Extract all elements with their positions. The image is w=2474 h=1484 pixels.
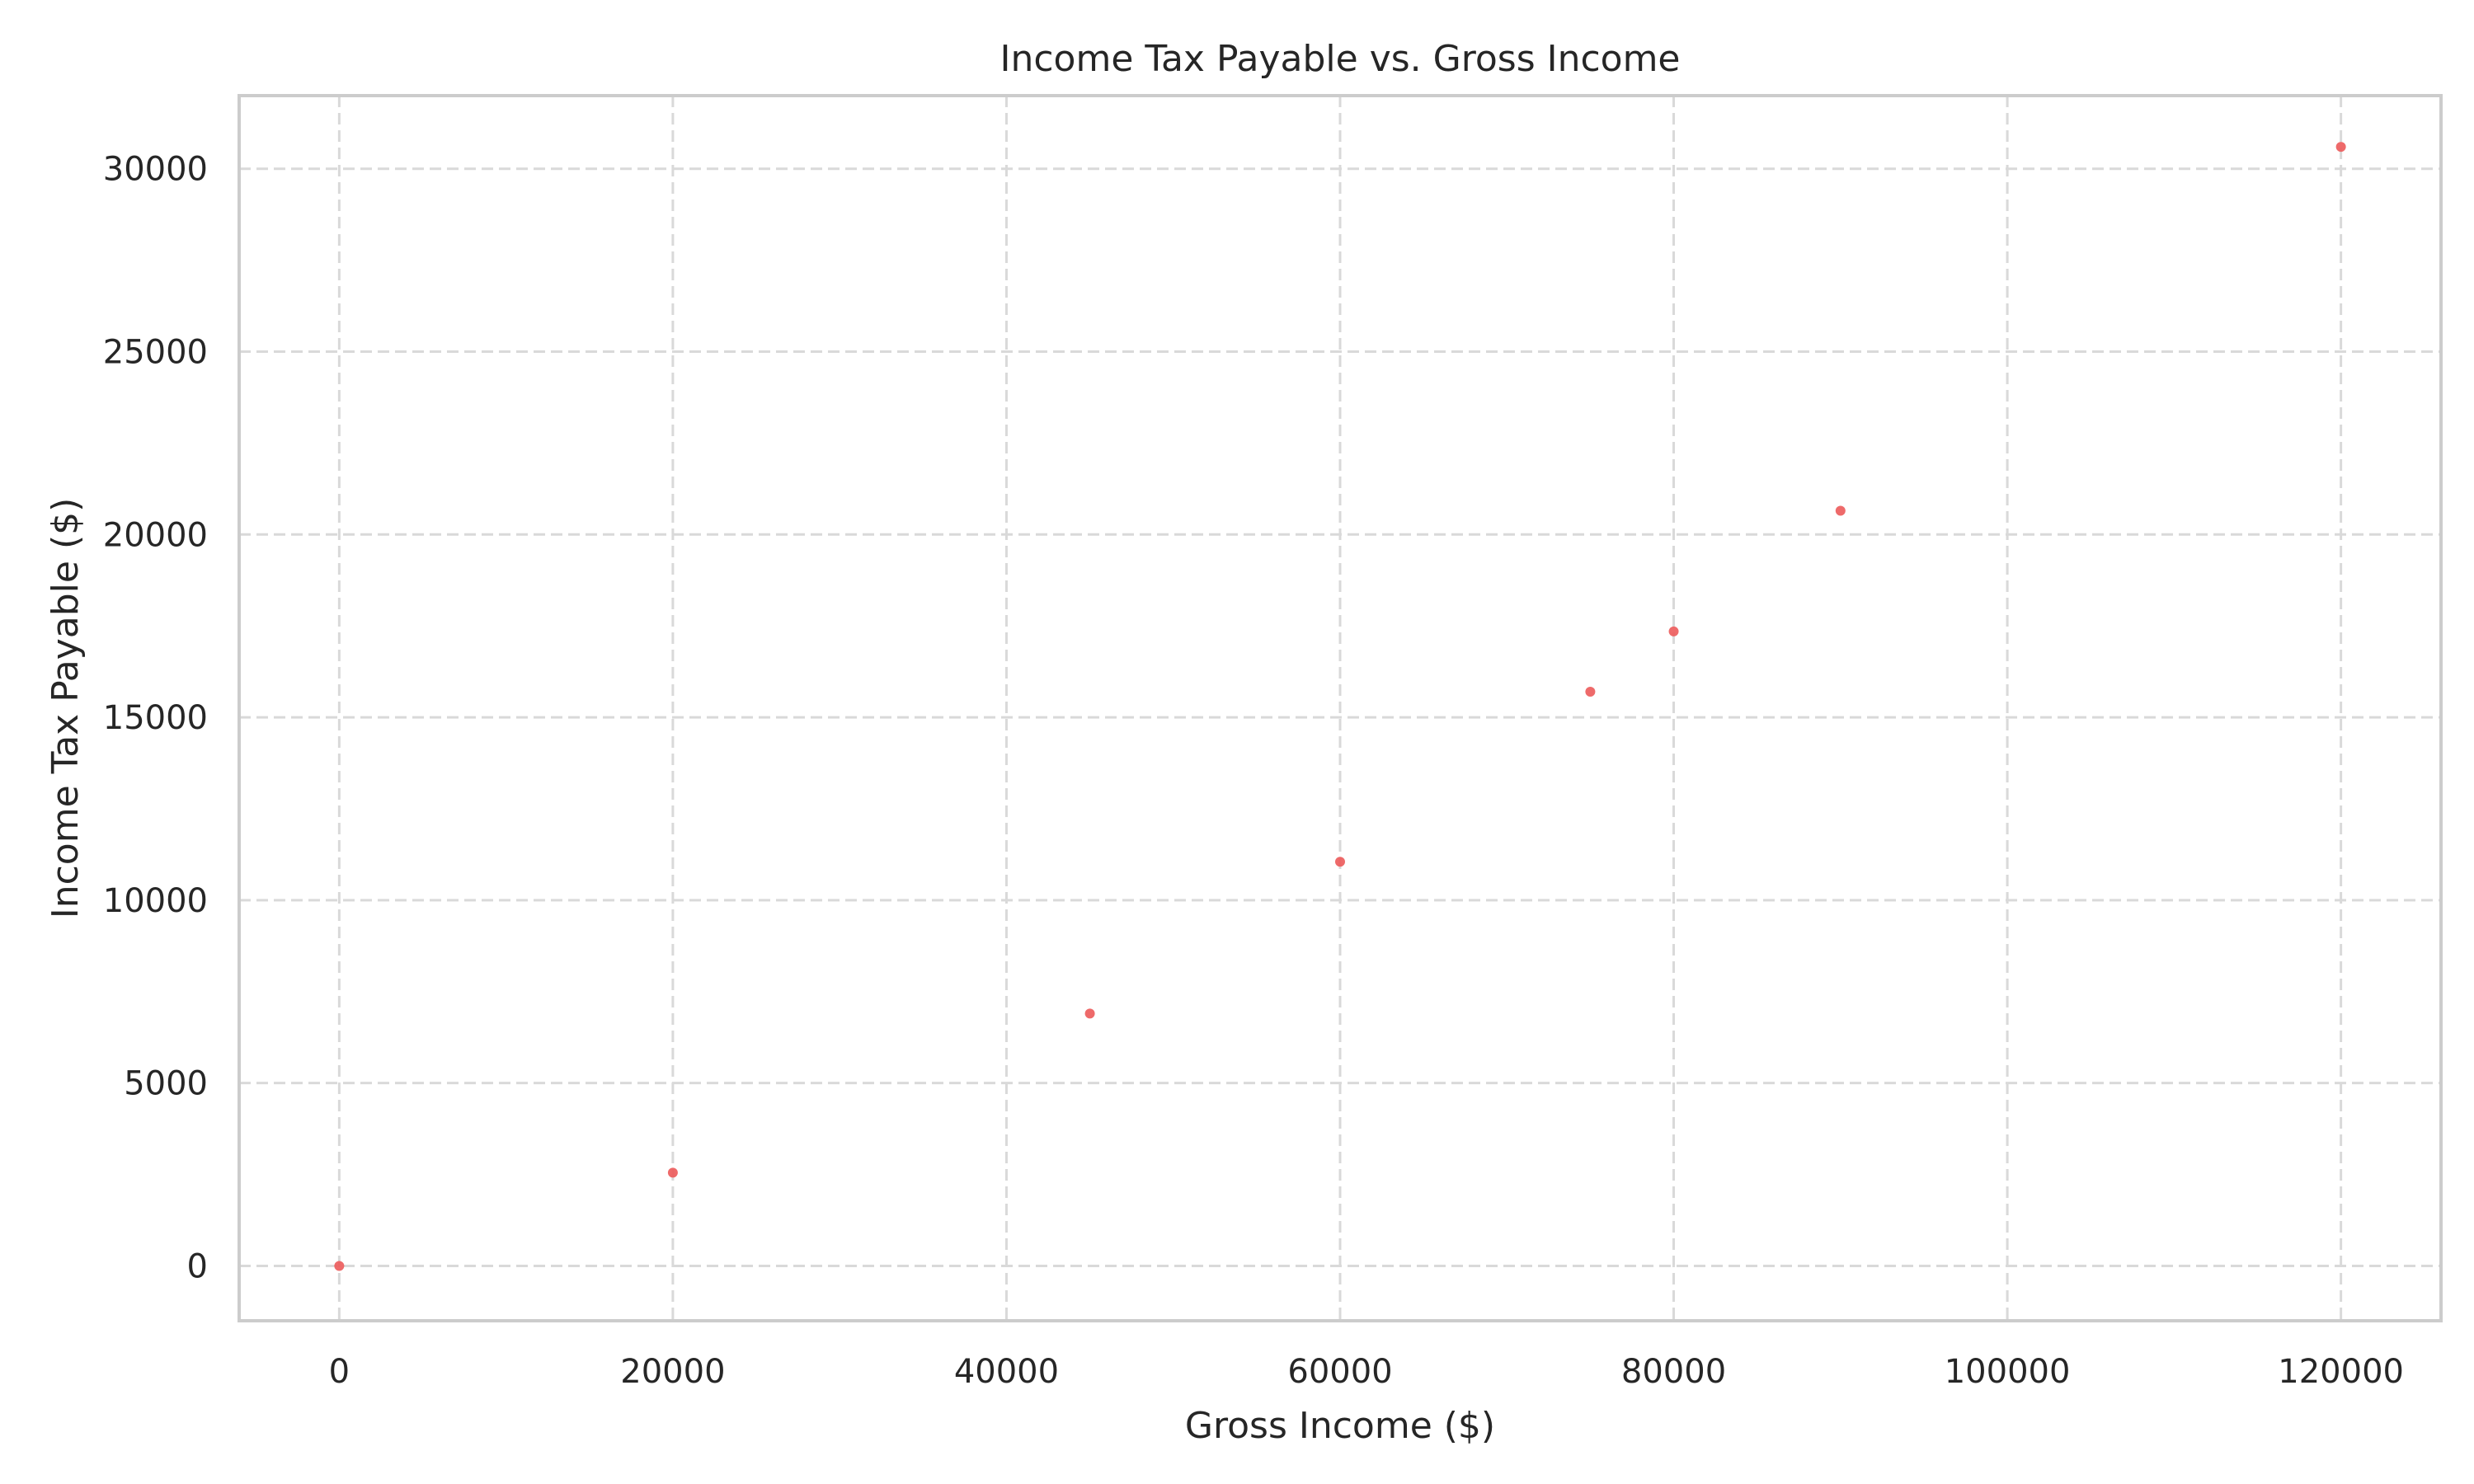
y-tick-label: 25000	[103, 334, 208, 372]
x-tick-label: 100000	[1945, 1353, 2071, 1391]
chart-title: Income Tax Payable vs. Gross Income	[999, 38, 1680, 80]
x-tick-label: 40000	[954, 1353, 1059, 1391]
data-point	[1335, 857, 1345, 867]
x-tick-label: 0	[329, 1353, 350, 1391]
data-point	[2335, 142, 2346, 153]
y-axis-label: Income Tax Payable ($)	[45, 498, 87, 919]
data-points	[334, 142, 2346, 1271]
y-tick-label: 5000	[124, 1065, 208, 1103]
data-point	[1084, 1008, 1095, 1019]
y-tick-label: 10000	[103, 882, 208, 920]
x-tick-label: 120000	[2278, 1353, 2404, 1391]
grid-lines	[239, 96, 2441, 1321]
data-point	[1668, 626, 1679, 636]
data-point	[334, 1261, 345, 1271]
plot-frame	[238, 94, 2443, 1322]
x-tick-label: 60000	[1287, 1353, 1392, 1391]
y-tick-label: 20000	[103, 516, 208, 554]
y-tick-label: 0	[187, 1247, 208, 1285]
x-axis-ticks: 0 20000 40000 60000 80000 100000 120000	[329, 1353, 2404, 1391]
x-axis-label: Gross Income ($)	[1185, 1405, 1495, 1447]
y-tick-label: 15000	[103, 699, 208, 737]
data-point	[1585, 687, 1596, 697]
x-tick-label: 20000	[620, 1353, 725, 1391]
data-point	[1835, 505, 1846, 516]
y-tick-label: 30000	[103, 151, 208, 189]
y-axis-ticks: 0 5000 10000 15000 20000 25000 30000	[103, 151, 208, 1286]
x-tick-label: 80000	[1621, 1353, 1726, 1391]
data-point	[667, 1167, 678, 1178]
